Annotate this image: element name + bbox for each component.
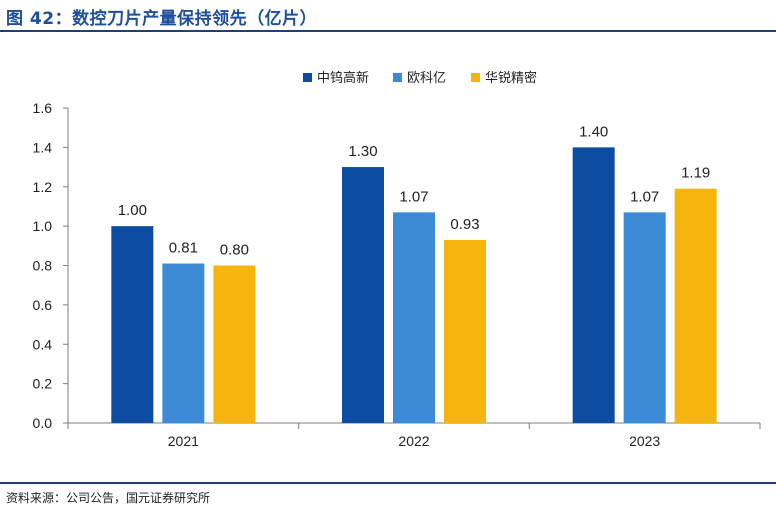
x-tick-label: 2022 (398, 433, 429, 449)
figure-title: 图 42：数控刀片产量保持领先（亿片） (6, 9, 318, 29)
bar (623, 212, 666, 423)
y-tick-label: 0.0 (33, 415, 53, 431)
bar (162, 263, 205, 423)
data-label: 1.07 (630, 188, 659, 205)
bar-chart: 0.0 0.2 0.4 0.6 0.8 1.0 1.2 1.4 1.6 1.00 0.81 0.80 2… (33, 70, 761, 449)
y-tick-label: 0.2 (33, 376, 53, 392)
data-label: 1.07 (399, 188, 428, 205)
data-label: 0.81 (169, 240, 198, 257)
y-tick-label: 1.4 (33, 139, 53, 155)
y-tick-label: 0.6 (33, 297, 53, 313)
y-tick-label: 0.8 (33, 258, 53, 274)
data-label: 0.80 (220, 242, 249, 259)
legend-swatch (471, 73, 480, 82)
legend-label: 中钨高新 (317, 70, 369, 86)
bar (572, 147, 615, 423)
data-label: 0.93 (450, 216, 479, 233)
legend-swatch (303, 73, 312, 82)
y-tick-label: 0.4 (33, 336, 53, 352)
y-tick-label: 1.0 (33, 218, 53, 234)
x-tick-label: 2021 (168, 433, 199, 449)
bar (213, 265, 256, 423)
data-label: 1.40 (579, 123, 608, 140)
data-label: 1.30 (348, 143, 377, 160)
legend-label: 欧科亿 (407, 71, 446, 86)
bottom-divider (0, 482, 776, 484)
data-label: 1.00 (118, 202, 147, 219)
legend-label: 华锐精密 (485, 70, 537, 86)
x-tick-label: 2023 (629, 433, 660, 449)
legend-swatch (393, 73, 402, 82)
source-note: 资料来源：公司公告，国元证券研究所 (6, 491, 211, 505)
bar (674, 188, 717, 423)
y-tick-label: 1.2 (33, 179, 53, 195)
bar (111, 226, 154, 423)
bar (342, 167, 384, 423)
data-label: 1.19 (681, 165, 710, 182)
bar (393, 212, 435, 423)
y-tick-label: 1.6 (33, 100, 53, 116)
bar (444, 239, 486, 423)
top-divider (0, 30, 776, 32)
